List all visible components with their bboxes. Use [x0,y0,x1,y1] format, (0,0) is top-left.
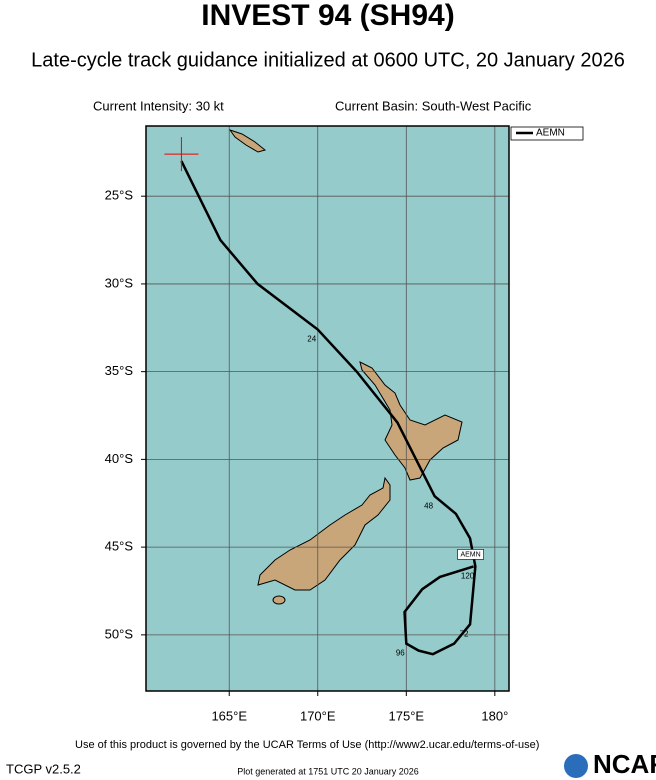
new-caledonia [228,129,267,153]
track-line [180,160,477,656]
north-island [359,361,463,481]
ocean [146,126,509,691]
y-tick-label: 35°S [105,363,134,378]
terms: Use of this product is governed by the U… [75,739,539,751]
legend-box [510,126,584,141]
basin: Current Basin: South-West Pacific [335,98,532,113]
subtitle: Late-cycle track guidance initialized at… [31,49,625,71]
hour-label: 48 [424,501,433,510]
legend-label: AEMN [536,128,565,139]
title: INVEST 94 (SH94) [201,0,454,32]
x-tick-label: 170°E [300,708,336,723]
y-tick-label: 50°S [105,626,134,641]
land [228,129,463,605]
y-tick-label: 25°S [105,188,134,203]
hour-label: 72 [460,629,469,638]
end-label: AEMN [460,551,480,558]
end-label-box [457,549,484,560]
hour-label: 24 [307,335,316,344]
hour-label: 96 [396,649,405,658]
x-tick-label: 165°E [211,708,247,723]
y-tick-label: 45°S [105,539,134,554]
stewart-island [272,595,286,605]
start-marker [164,137,199,172]
logo: NCAR [593,749,656,779]
version: TCGP v2.5.2 [6,761,81,776]
x-tick-label: 175°E [389,708,425,723]
y-tick-label: 40°S [105,451,134,466]
generated: Plot generated at 1751 UTC 20 January 20… [237,766,419,776]
logo-mark [564,754,588,778]
x-tick-label: 180° [481,708,508,723]
intensity: Current Intensity: 30 kt [93,98,224,113]
south-island [257,476,391,591]
y-tick-label: 30°S [105,275,134,290]
hour-label: 120 [461,572,475,581]
plot-frame [145,125,510,692]
